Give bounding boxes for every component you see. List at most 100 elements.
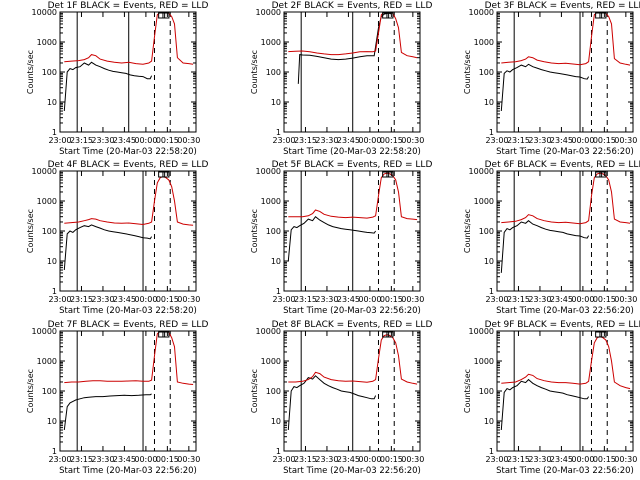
x-tick-label: 00:30 — [177, 295, 200, 304]
time-marker-box — [162, 171, 170, 178]
time-marker-box — [158, 171, 166, 178]
x-tick-label: 23:00 — [48, 136, 71, 145]
chart-panel-5: Det 5F BLACK = Events, RED = LLD 1 10 100 10… — [250, 160, 432, 316]
y-tick-label: 10 — [47, 257, 57, 266]
x-tick-label: 23:45 — [550, 295, 573, 304]
y-axis-label: Counts/sec — [26, 369, 35, 413]
x-tick-label: 23:45 — [113, 455, 136, 464]
x-axis-label: Start Time (20-Mar-03 22:56:20) — [496, 147, 634, 157]
chart-panel-1: Det 1F BLACK = Events, RED = LLD 1 10 100 10… — [26, 1, 208, 157]
x-axis-label: Start Time (20-Mar-03 22:56:20) — [496, 306, 634, 316]
plot-frame — [283, 330, 421, 452]
lld-series-line — [64, 330, 194, 385]
x-axis-label: Start Time (20-Mar-03 22:58:20) — [59, 306, 197, 316]
plot-frame — [59, 330, 197, 452]
x-axis-label: Start Time (20-Mar-03 22:56:20) — [283, 306, 421, 316]
time-marker-box — [599, 171, 607, 178]
chart-title: Det 6F BLACK = Events, RED = LLD — [485, 160, 640, 170]
chart-panel-2: Det 2F BLACK = Events, RED = LLD 1 10 100 10… — [250, 1, 432, 157]
x-tick-label: 00:30 — [614, 136, 637, 145]
time-marker-box — [386, 171, 394, 178]
x-tick-label: 23:30 — [315, 295, 338, 304]
y-tick-label: 1000 — [474, 197, 494, 206]
x-tick-label: 00:15 — [380, 455, 403, 464]
events-series-line — [500, 63, 590, 112]
plot-frame — [283, 170, 421, 292]
y-tick-label: 1 — [489, 128, 494, 137]
y-tick-label: 10 — [271, 257, 281, 266]
time-marker-box — [382, 331, 390, 338]
y-tick-label: 100 — [266, 387, 281, 396]
y-axis-label: Counts/sec — [463, 50, 472, 94]
x-tick-label: 23:30 — [91, 295, 114, 304]
events-series-line — [63, 224, 153, 271]
x-tick-label: 23:45 — [550, 455, 573, 464]
x-tick-label: 00:15 — [380, 136, 403, 145]
y-axis-label: Counts/sec — [250, 209, 259, 253]
x-tick-label: 23:30 — [528, 295, 551, 304]
y-axis-label: Counts/sec — [463, 369, 472, 413]
events-series-line — [287, 375, 377, 431]
y-tick-label: 10000 — [256, 8, 281, 17]
x-tick-label: 00:30 — [614, 295, 637, 304]
time-marker-box — [595, 12, 603, 19]
chart-title: Det 1F BLACK = Events, RED = LLD — [48, 1, 209, 11]
y-tick-label: 1 — [276, 447, 281, 456]
x-tick-label: 23:15 — [70, 136, 93, 145]
lld-series-line — [64, 11, 194, 65]
x-tick-label: 23:15 — [70, 295, 93, 304]
x-tick-label: 23:30 — [315, 455, 338, 464]
y-tick-label: 100 — [479, 68, 494, 77]
y-tick-label: 10000 — [256, 167, 281, 176]
x-tick-label: 00:30 — [177, 136, 200, 145]
x-tick-label: 23:45 — [113, 136, 136, 145]
lld-series-line — [288, 172, 418, 221]
y-axis-label: Counts/sec — [463, 209, 472, 253]
y-tick-label: 1000 — [261, 357, 281, 366]
x-tick-label: 23:15 — [294, 295, 317, 304]
lld-series-line — [501, 172, 631, 225]
x-tick-label: 23:00 — [272, 295, 295, 304]
lld-series-line — [501, 336, 631, 390]
time-marker-box — [599, 12, 607, 19]
y-tick-label: 100 — [42, 227, 57, 236]
events-series-line — [500, 220, 590, 273]
chart-panel-9: Det 9F BLACK = Events, RED = LLD 1 10 100 10… — [463, 320, 640, 476]
time-marker-box — [158, 12, 166, 19]
x-tick-label: 23:45 — [337, 295, 360, 304]
y-tick-label: 10000 — [469, 8, 494, 17]
x-axis-label: Start Time (20-Mar-03 22:56:20) — [496, 466, 634, 476]
x-tick-label: 00:00 — [134, 295, 157, 304]
x-tick-label: 00:00 — [134, 455, 157, 464]
y-tick-label: 1 — [276, 128, 281, 137]
y-tick-label: 1000 — [37, 197, 57, 206]
time-marker-box — [382, 171, 390, 178]
y-axis-label: Counts/sec — [26, 209, 35, 253]
x-tick-label: 23:30 — [91, 136, 114, 145]
x-tick-label: 23:45 — [550, 136, 573, 145]
time-marker-box — [162, 331, 170, 338]
y-tick-label: 1 — [489, 287, 494, 296]
time-marker-box — [595, 171, 603, 178]
chart-title: Det 2F BLACK = Events, RED = LLD — [272, 1, 433, 11]
x-tick-label: 23:45 — [337, 136, 360, 145]
time-marker-box — [386, 12, 394, 19]
chart-panel-3: Det 3F BLACK = Events, RED = LLD 1 10 100 10… — [463, 1, 640, 157]
x-tick-label: 00:30 — [401, 136, 424, 145]
time-marker-box — [158, 331, 166, 338]
y-tick-label: 10 — [271, 417, 281, 426]
x-tick-label: 23:15 — [507, 295, 530, 304]
x-tick-label: 23:00 — [48, 455, 71, 464]
x-tick-label: 00:15 — [593, 455, 616, 464]
time-marker-box — [162, 12, 170, 19]
y-tick-label: 1 — [276, 287, 281, 296]
lld-series-line — [64, 176, 194, 226]
y-tick-label: 100 — [42, 68, 57, 77]
y-axis-label: Counts/sec — [250, 50, 259, 94]
plot-frame — [496, 330, 634, 452]
time-marker-box — [382, 12, 390, 19]
x-tick-label: 23:15 — [70, 455, 93, 464]
y-tick-label: 1000 — [37, 357, 57, 366]
y-tick-label: 10 — [484, 417, 494, 426]
y-tick-label: 1 — [489, 447, 494, 456]
